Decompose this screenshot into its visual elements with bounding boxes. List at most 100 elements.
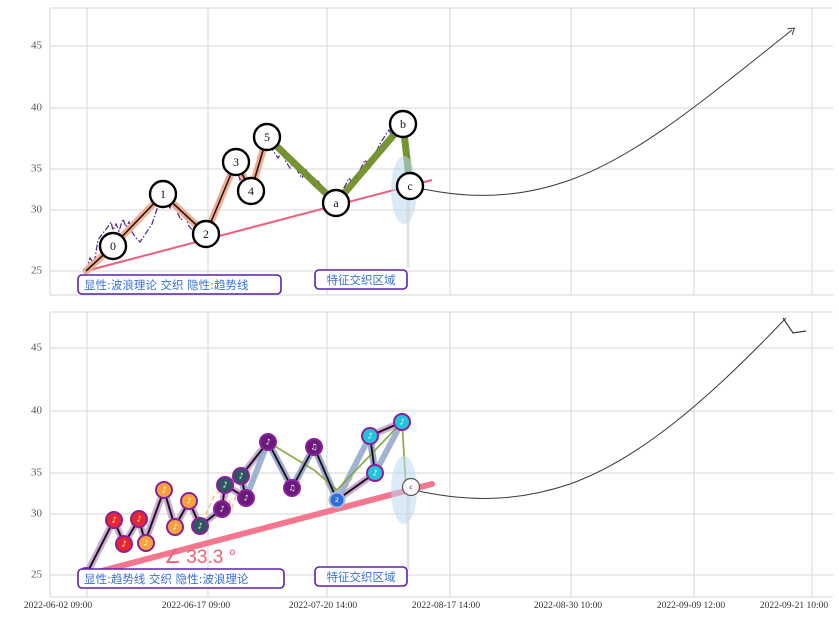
note-marker: ♪: [130, 510, 148, 528]
x-tick-label: 2022-09-21 10:00: [760, 601, 829, 611]
note-marker-label: ♪: [265, 438, 270, 447]
note-marker-label: ♪: [219, 505, 224, 514]
wave-marker-label: 2: [203, 227, 209, 241]
y-tick-label: 35: [31, 163, 43, 175]
note-marker: ♫: [283, 479, 301, 497]
note-marker: ♪: [213, 500, 231, 518]
note-marker-label: ♫: [310, 443, 317, 452]
panel-top: 25 30 35 40 45: [31, 7, 833, 296]
note-marker-label: ♪: [121, 540, 126, 549]
panel-bottom: 25 30 35 40 45 ∠ 33.3 °: [31, 311, 833, 598]
top-y-axis-labels: 25 30 35 40 45: [31, 40, 43, 277]
wave-marker-label: a: [333, 196, 339, 210]
top-region-box[interactable]: 特征交织区域: [314, 269, 408, 290]
note-marker-label: ♪: [161, 486, 166, 495]
x-tick-label: 2022-09-09 12:00: [657, 601, 726, 611]
bottom-region-label: 特征交织区域: [327, 570, 396, 584]
bottom-y-axis-labels: 25 30 35 40 45: [31, 342, 43, 581]
note-marker: ♫: [305, 438, 323, 456]
wave-marker-label: 3: [233, 155, 239, 169]
note-marker: ♪: [180, 492, 198, 510]
wave-marker: 3: [221, 147, 251, 177]
note-marker: ♪: [115, 535, 133, 553]
note-marker-label: ♪: [111, 516, 116, 525]
bottom-c-marker-label: c: [409, 483, 412, 491]
top-grid-horizontal: [50, 7, 833, 296]
x-tick-label: 2022-06-17 09:00: [162, 601, 231, 611]
bottom-annotation-box[interactable]: 显性:趋势线 交织 隐性:波浪理论: [77, 568, 285, 589]
note-marker-label: ♪: [238, 472, 243, 481]
top-wave-markers: 0 1 2 3 4 5 a b c: [98, 109, 425, 261]
bottom-forecast-end-tick: [782, 317, 807, 334]
wave-marker: 2: [191, 219, 221, 249]
wave-marker-label: c: [407, 179, 412, 193]
note-marker-label: ♪: [172, 523, 177, 532]
top-annotation-box[interactable]: 显性:波浪理论 交织 隐性:趋势线: [77, 274, 282, 295]
bottom-c-marker: c: [401, 477, 421, 497]
note-marker: ♪: [191, 517, 209, 535]
y-tick-label: 40: [31, 405, 43, 417]
wave-marker: 5: [252, 122, 282, 152]
note-marker: ♪: [137, 534, 155, 552]
x-tick-label: 2022-08-17 14:00: [412, 601, 481, 611]
note-marker-label: ♪: [372, 469, 377, 478]
y-tick-label: 30: [31, 204, 43, 216]
note-marker-label: ♪: [143, 539, 148, 548]
top-region-label: 特征交织区域: [327, 273, 396, 287]
x-tick-label: 2022-06-02 09:00: [24, 601, 93, 611]
y-tick-label: 45: [31, 40, 43, 52]
wave-marker: c: [395, 171, 425, 201]
angle-annotation-label: ∠ 33.3 °: [164, 547, 236, 568]
note-marker: ♪: [259, 433, 277, 451]
note-marker-label: ♪: [367, 432, 372, 441]
note-marker-label: ♪: [222, 481, 227, 490]
top-forecast-curve: [413, 30, 792, 196]
wave-marker: 0: [98, 231, 128, 261]
wave-marker-label: 4: [248, 184, 254, 198]
y-tick-label: 25: [31, 569, 43, 581]
note-marker-label: ♪: [136, 515, 141, 524]
wave-marker: b: [388, 109, 418, 139]
note-marker: ♪: [393, 413, 411, 431]
note-marker-label: 2: [335, 496, 339, 504]
note-marker: 2: [328, 491, 346, 509]
bottom-corrective-olive: [267, 419, 407, 492]
wave-marker-label: 0: [110, 239, 116, 253]
x-axis-labels: 2022-06-02 09:00 2022-06-17 09:00 2022-0…: [24, 601, 829, 611]
bottom-grid-vertical: [49, 312, 813, 597]
note-marker: ♪: [361, 427, 379, 445]
note-marker-label: ♪: [186, 497, 191, 506]
wave-marker: 1: [148, 179, 178, 209]
y-tick-label: 35: [31, 467, 43, 479]
top-trendline: [85, 179, 433, 272]
note-marker-label: ♪: [399, 418, 404, 427]
note-marker: ♪: [105, 511, 123, 529]
x-tick-label: 2022-08-30 10:00: [534, 601, 603, 611]
y-tick-label: 25: [31, 265, 43, 277]
note-marker: ♪: [232, 467, 250, 485]
y-tick-label: 45: [31, 342, 43, 354]
note-marker: ♪: [155, 481, 173, 499]
wave-marker-label: b: [400, 117, 406, 131]
note-marker: ♪: [237, 489, 255, 507]
note-marker: ♪: [166, 518, 184, 536]
bottom-annotation-label: 显性:趋势线 交织 隐性:波浪理论: [84, 572, 249, 586]
y-tick-label: 30: [31, 508, 43, 520]
bottom-trendline: [83, 481, 435, 578]
note-marker: ♪: [216, 476, 234, 494]
note-marker: ♪: [366, 464, 384, 482]
top-annotation-label: 显性:波浪理论 交织 隐性:趋势线: [84, 278, 249, 292]
wave-marker: a: [321, 188, 351, 218]
top-wave-corrective-overlay: [263, 120, 414, 207]
bottom-forecast-curve: [413, 317, 787, 499]
note-marker-label: ♪: [243, 494, 248, 503]
note-marker-label: ♪: [197, 522, 202, 531]
wave-marker-label: 1: [160, 187, 166, 201]
y-tick-label: 40: [31, 102, 43, 114]
note-marker-label: ♫: [288, 484, 295, 493]
wave-marker: 4: [236, 176, 266, 206]
x-tick-label: 2022-07-20 14:00: [289, 601, 358, 611]
bottom-region-box[interactable]: 特征交织区域: [314, 566, 408, 587]
wave-marker-label: 5: [264, 130, 270, 144]
